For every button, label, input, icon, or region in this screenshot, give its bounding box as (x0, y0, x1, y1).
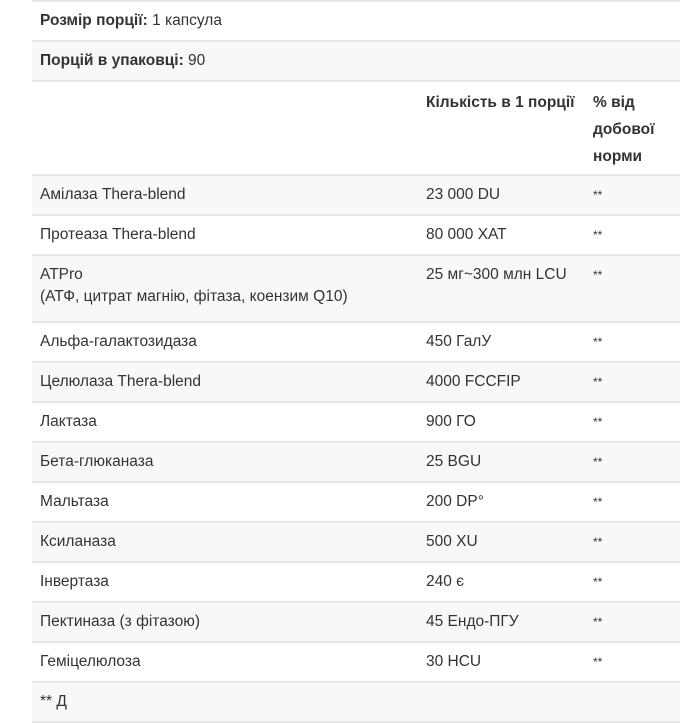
table-row: Лактаза 900 ГО ** (32, 403, 680, 443)
table-row: Геміцелюлоза 30 HCU ** (32, 643, 680, 683)
table-row: Протеаза Thera-blend 80 000 ХАТ ** (32, 216, 680, 256)
ingredient-dv: ** (593, 228, 603, 242)
ingredient-amount: 80 000 ХАТ (426, 226, 507, 243)
ingredient-amount: 450 ГалУ (426, 333, 492, 350)
ingredient-amount: 900 ГО (426, 413, 476, 430)
table-row: Ксиланаза 500 XU ** (32, 523, 680, 563)
ingredient-name: Ксиланаза (40, 533, 116, 550)
table-header-row: Кількість в 1 порції % від добової норми (32, 82, 680, 176)
servings-value: 90 (188, 52, 206, 69)
ingredient-name: Геміцелюлоза (40, 653, 141, 670)
ingredient-dv: ** (593, 335, 603, 349)
dv-header: % від добової норми (593, 94, 655, 165)
ingredient-dv: ** (593, 535, 603, 549)
ingredient-name: Лактаза (40, 413, 97, 430)
ingredient-amount: 25 BGU (426, 453, 482, 470)
ingredient-name: Пектиназа (з фітазою) (40, 613, 200, 630)
ingredient-dv: ** (593, 415, 603, 429)
ingredient-name: Альфа-галактозидаза (40, 333, 197, 350)
ingredient-amount: 30 HCU (426, 653, 482, 670)
table-row: Інвертаза 240 є ** (32, 563, 680, 603)
ingredient-dv: ** (593, 268, 603, 282)
ingredient-dv: ** (593, 455, 603, 469)
ingredient-amount: 23 000 DU (426, 186, 501, 203)
ingredient-amount: 500 XU (426, 533, 478, 550)
footnote: ** Д (40, 693, 67, 710)
ingredient-name: Целюлаза Thera-blend (40, 373, 202, 390)
servings-per-container-row: Порцій в упаковці: 90 (32, 42, 680, 82)
table-row: Бета-глюканаза 25 BGU ** (32, 443, 680, 483)
table-row: Альфа-галактозидаза 450 ГалУ ** (32, 323, 680, 363)
ingredient-name: Бета-глюканаза (40, 453, 154, 470)
ingredient-name: Амілаза Thera-blend (40, 186, 186, 203)
supplement-facts-table: Розмір порції: 1 капсула Порцій в упаков… (32, 0, 680, 723)
footnote-row: ** Д (32, 683, 680, 723)
ingredient-sub: (АТФ, цитрат магнію, фітаза, коензим Q10… (40, 288, 348, 305)
serving-size-label: Розмір порції: (40, 12, 148, 29)
ingredient-dv: ** (593, 188, 603, 202)
ingredient-name: Інвертаза (40, 573, 109, 590)
ingredient-amount: 45 Ендо-ПГУ (426, 613, 519, 630)
table-row: Целюлаза Thera-blend 4000 FCCFIP ** (32, 363, 680, 403)
ingredient-amount: 25 мг~300 млн LCU (426, 266, 567, 283)
table-row: Мальтаза 200 DP° ** (32, 483, 680, 523)
ingredient-dv: ** (593, 615, 603, 629)
ingredient-dv: ** (593, 495, 603, 509)
ingredient-dv: ** (593, 575, 603, 589)
table-row: Пектиназа (з фітазою) 45 Ендо-ПГУ ** (32, 603, 680, 643)
ingredient-amount: 200 DP° (426, 493, 484, 510)
table-row: Амілаза Thera-blend 23 000 DU ** (32, 176, 680, 216)
ingredient-dv: ** (593, 375, 603, 389)
ingredient-name: Мальтаза (40, 493, 109, 510)
servings-label: Порцій в упаковці: (40, 52, 184, 69)
ingredient-name: Протеаза Thera-blend (40, 226, 196, 243)
table-row: ATPro (АТФ, цитрат магнію, фітаза, коензи… (32, 256, 680, 323)
ingredient-amount: 240 є (426, 573, 465, 590)
amount-header: Кількість в 1 порції (426, 94, 575, 111)
serving-size-row: Розмір порції: 1 капсула (32, 2, 680, 42)
ingredient-dv: ** (593, 655, 603, 669)
ingredient-amount: 4000 FCCFIP (426, 373, 521, 390)
serving-size-value: 1 капсула (152, 12, 222, 29)
ingredient-name: ATPro (40, 266, 83, 283)
